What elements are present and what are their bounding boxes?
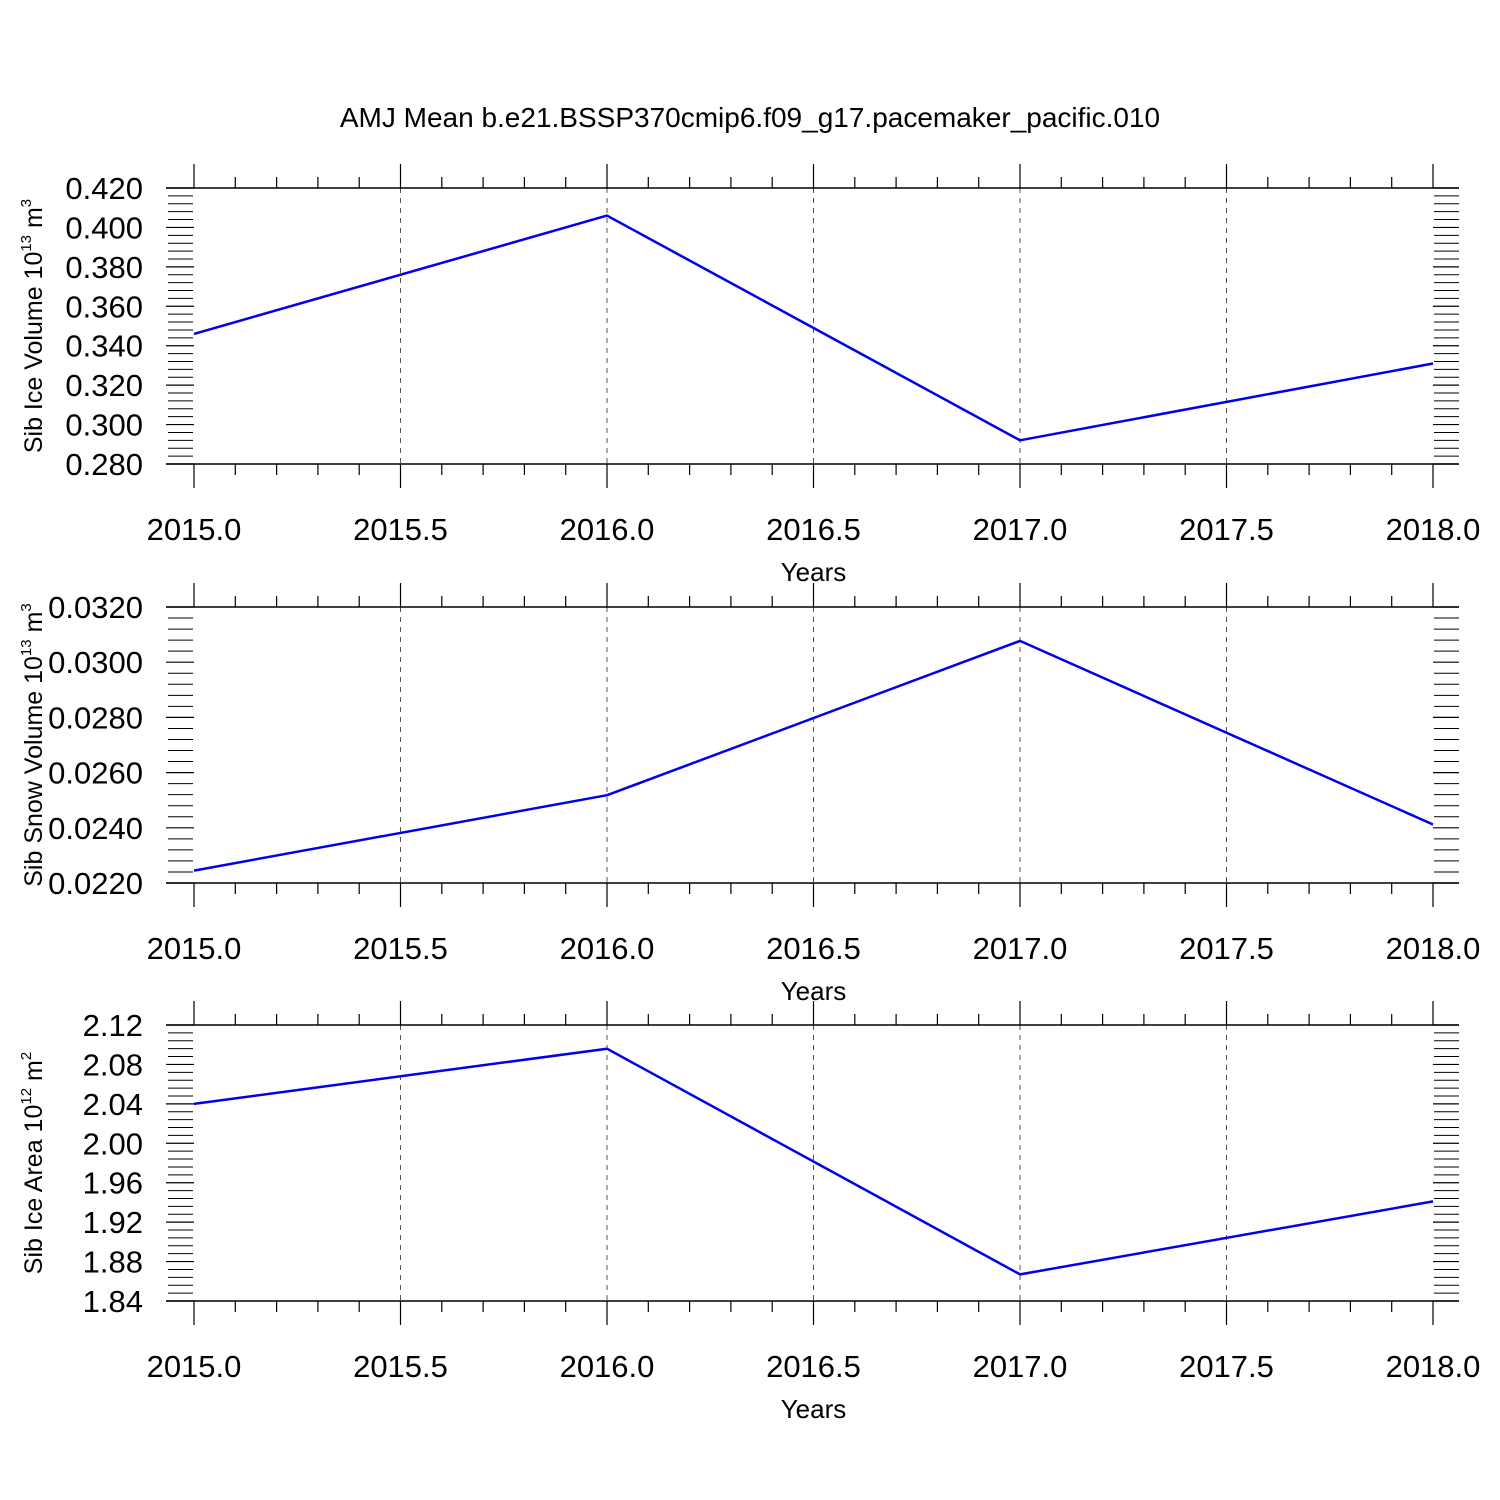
x-tick-label: 2018.0 [1386, 512, 1481, 547]
y-axis-label: Sib Ice Area 1012 m2 [18, 1052, 48, 1274]
y-tick-label: 2.08 [83, 1047, 143, 1082]
figure-title: AMJ Mean b.e21.BSSP370cmip6.f09_g17.pace… [340, 102, 1160, 133]
y-tick-label: 0.0240 [48, 811, 143, 846]
chart-panel-1: 0.280 0.300 0.320 0.340 0.360 0.380 0.400 0.420… [18, 164, 1480, 587]
series-line-1 [193, 214, 1434, 442]
chart-panel-3: 1.84 1.88 1.92 1.96 2.00 2.04 2.08 2.12 2015.0 20… [18, 1001, 1480, 1424]
x-tick-label: 2017.0 [973, 1349, 1068, 1384]
x-tick-label: 2016.0 [560, 931, 655, 966]
x-tick-label: 2017.0 [973, 512, 1068, 547]
x-axis-label: Years [781, 1394, 847, 1424]
y-tick-label: 0.420 [65, 171, 143, 206]
y-tick-label: 1.96 [83, 1166, 143, 1201]
chart-panel-2: 0.0220 0.0240 0.0260 0.0280 0.0300 0.0320 2015… [18, 583, 1480, 1006]
series-line-1 [193, 639, 1434, 872]
x-tick-label: 2015.5 [353, 1349, 448, 1384]
y-tick-label: 2.12 [83, 1008, 143, 1043]
x-tick-label: 2015.5 [353, 931, 448, 966]
x-tick-label: 2015.0 [147, 512, 242, 547]
y-tick-label: 0.340 [65, 329, 143, 364]
y-axis-label-exponent: 13 [18, 639, 35, 656]
y-axis-label-unit-exponent: 3 [18, 199, 35, 207]
y-axis-label-unit: m [20, 612, 48, 640]
y-axis-label-unit-exponent: 2 [18, 1052, 35, 1060]
x-axis-label: Years [781, 557, 847, 587]
y-tick-label: 0.0260 [48, 756, 143, 791]
x-tick-label: 2017.5 [1179, 1349, 1274, 1384]
x-tick-label: 2016.5 [766, 1349, 861, 1384]
y-axis-label-unit: m [20, 207, 48, 235]
y-axis-label-text: Sib Ice Area 10 [20, 1105, 48, 1275]
y-axis-label: Sib Ice Volume 1013 m3 [18, 199, 48, 453]
y-tick-label: 0.0320 [48, 590, 143, 625]
x-tick-label: 2017.5 [1179, 931, 1274, 966]
y-tick-label: 2.00 [83, 1126, 143, 1161]
y-axis-label-exponent: 13 [18, 235, 35, 252]
x-tick-label: 2017.5 [1179, 512, 1274, 547]
x-tick-label: 2016.5 [766, 931, 861, 966]
y-tick-label: 0.320 [65, 368, 143, 403]
x-tick-label: 2018.0 [1386, 1349, 1481, 1384]
y-axis-label-text: Sib Ice Volume 10 [20, 252, 48, 454]
x-tick-label: 2018.0 [1386, 931, 1481, 966]
y-axis-label-unit: m [20, 1060, 48, 1088]
y-tick-label: 0.0280 [48, 700, 143, 735]
y-axis-label-unit-exponent: 3 [18, 603, 35, 611]
y-axis-label: Sib Snow Volume 1013 m3 [18, 603, 48, 887]
y-tick-label: 1.92 [83, 1205, 143, 1240]
y-tick-label: 0.360 [65, 289, 143, 324]
y-tick-label: 1.84 [83, 1284, 143, 1319]
x-tick-label: 2015.0 [147, 931, 242, 966]
y-tick-label: 0.280 [65, 447, 143, 482]
y-tick-label: 0.380 [65, 250, 143, 285]
y-tick-label: 1.88 [83, 1245, 143, 1280]
x-tick-label: 2016.5 [766, 512, 861, 547]
y-axis-label-exponent: 12 [18, 1088, 35, 1105]
x-tick-label: 2015.5 [353, 512, 448, 547]
panels: 0.280 0.300 0.320 0.340 0.360 0.380 0.400 0.420… [18, 164, 1480, 1424]
x-tick-label: 2016.0 [560, 512, 655, 547]
x-tick-label: 2015.0 [147, 1349, 242, 1384]
y-tick-label: 2.04 [83, 1087, 143, 1122]
y-tick-label: 0.400 [65, 210, 143, 245]
y-tick-label: 0.300 [65, 408, 143, 443]
series-line-1 [193, 1047, 1434, 1276]
y-tick-label: 0.0220 [48, 866, 143, 901]
x-tick-label: 2016.0 [560, 1349, 655, 1384]
y-tick-label: 0.0300 [48, 645, 143, 680]
y-axis-label-text: Sib Snow Volume 10 [20, 656, 48, 887]
x-tick-label: 2017.0 [973, 931, 1068, 966]
